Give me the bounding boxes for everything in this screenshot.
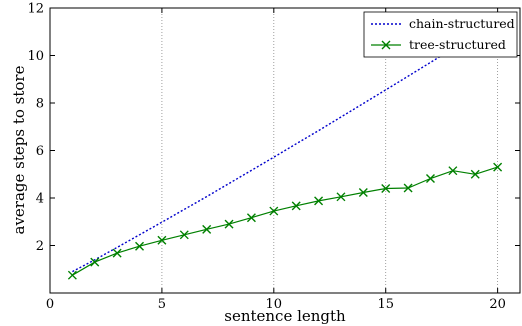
series-1-point-18 xyxy=(448,166,458,176)
y-tick-label-10: 10 xyxy=(27,49,44,64)
y-tick-label-6: 6 xyxy=(36,144,44,159)
series-1-point-1 xyxy=(67,270,77,280)
ticks: 0 5 10 15 20 2 4 6 8 10 12 xyxy=(27,2,520,312)
series-1-point-13 xyxy=(336,192,346,202)
x-tick-label-5: 5 xyxy=(158,297,166,312)
series-1-point-6 xyxy=(179,230,189,240)
series-line-0 xyxy=(72,20,498,273)
legend-tree-label: tree-structured xyxy=(409,37,506,52)
series-line-1 xyxy=(72,166,498,276)
legend-chain-label: chain-structured xyxy=(409,16,515,31)
series-1-point-3 xyxy=(112,248,122,258)
series-1-point-14 xyxy=(358,188,368,198)
series-1-point-11 xyxy=(291,201,301,211)
x-tick-label-20: 20 xyxy=(489,297,506,312)
series-1-point-15 xyxy=(381,184,391,193)
x-axis-title: sentence length xyxy=(224,307,346,325)
series-1-point-12 xyxy=(314,196,324,206)
series-1-point-20 xyxy=(493,162,503,172)
series-1-point-2 xyxy=(90,257,100,267)
y-axis-title: average steps to store xyxy=(10,65,28,234)
y-tick-label-4: 4 xyxy=(36,192,44,207)
x-tick-label-15: 15 xyxy=(377,297,394,312)
y-tick-label-12: 12 xyxy=(27,2,44,17)
series-1-point-19 xyxy=(470,169,480,179)
series-1-point-8 xyxy=(224,219,234,229)
series-1-point-17 xyxy=(425,174,435,184)
x-tick-label-0: 0 xyxy=(46,297,54,312)
series-1-point-16 xyxy=(403,183,413,193)
series-1-point-4 xyxy=(135,241,145,251)
series-layer xyxy=(67,20,503,280)
grid-lines xyxy=(161,8,499,293)
series-1-point-5 xyxy=(157,235,167,245)
y-tick-label-8: 8 xyxy=(36,97,44,112)
series-1-point-7 xyxy=(202,224,212,234)
series-1-point-10 xyxy=(269,206,279,216)
legend-box xyxy=(363,11,518,58)
series-1-point-9 xyxy=(246,213,256,223)
x-tick-label-10: 10 xyxy=(266,297,283,312)
legend-tree-marker xyxy=(381,40,391,50)
legend: chain-structured tree-structured xyxy=(363,11,518,58)
y-tick-label-2: 2 xyxy=(36,239,44,254)
